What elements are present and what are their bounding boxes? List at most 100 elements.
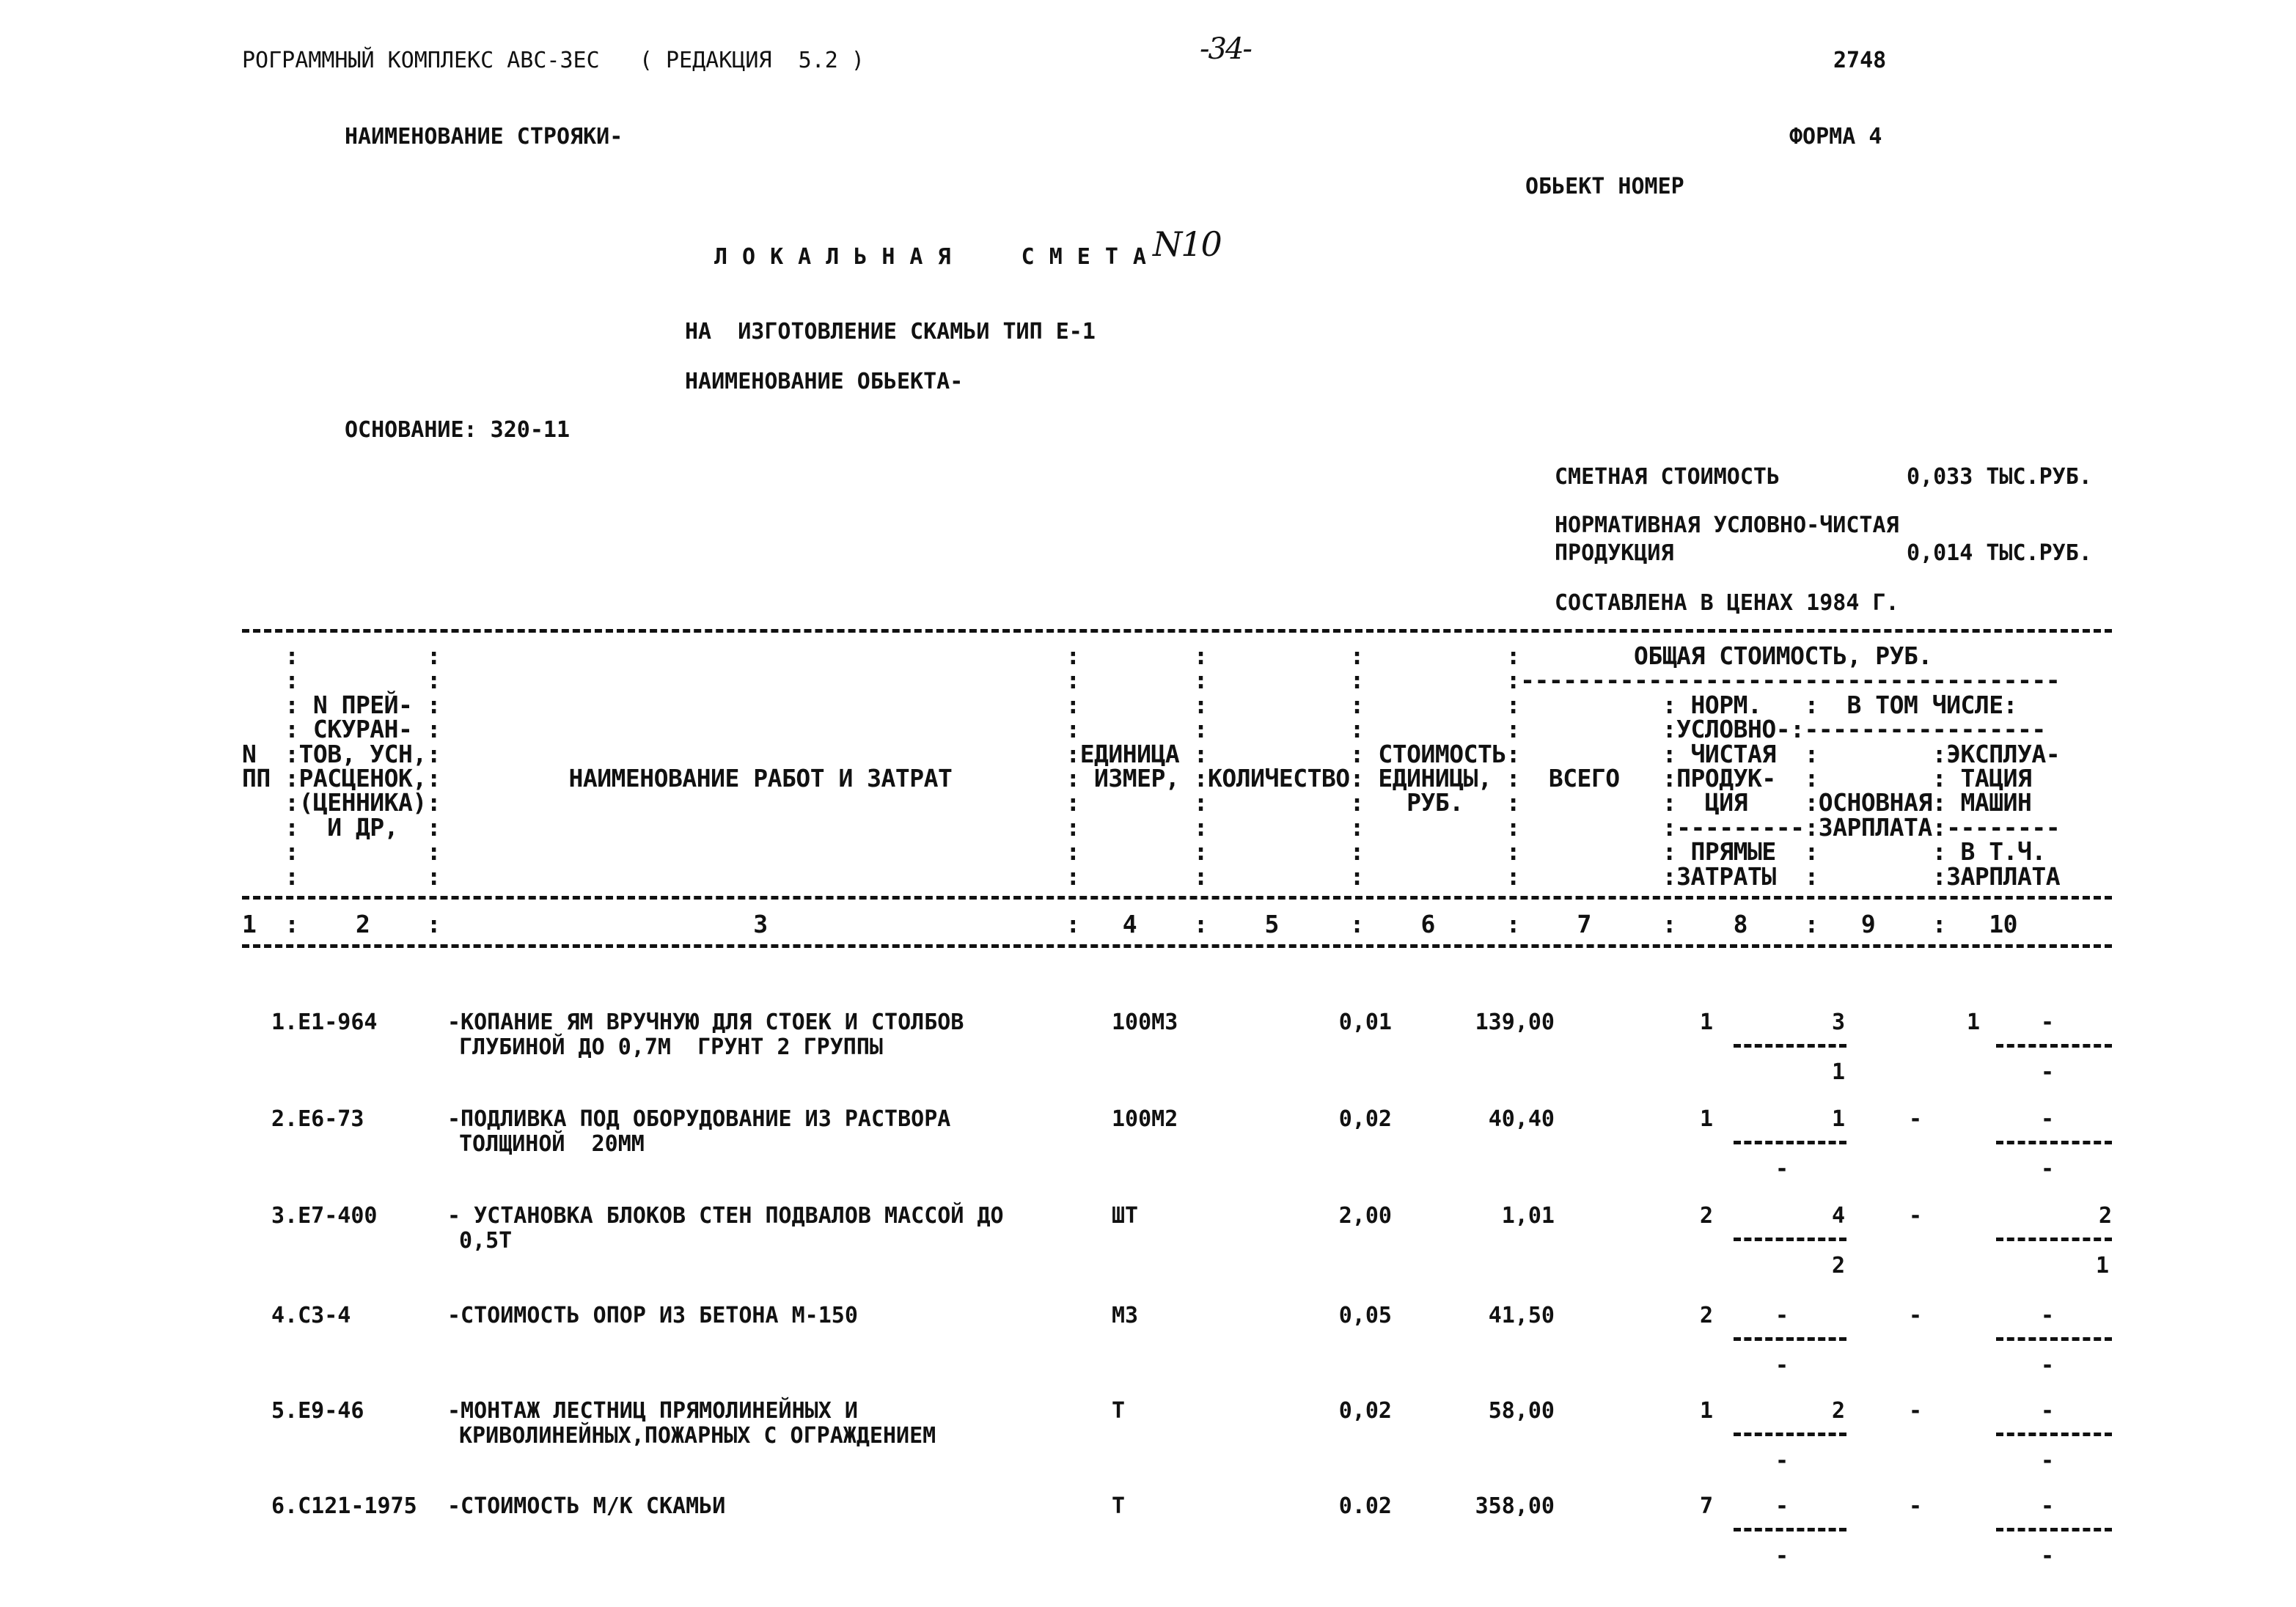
program-header: РОГРАММНЫЙ КОМПЛЕКС АВС-3ЕС ( РЕДАКЦИЯ 5…: [242, 48, 865, 73]
unit-price: 1,01: [1501, 1203, 1555, 1229]
unit: М3: [1112, 1303, 1139, 1328]
table-header-line: : : : : : : ОБЩАЯ СТОИМОСТЬ, РУБ.: [242, 641, 1932, 670]
machine-wage: -: [2041, 1156, 2055, 1182]
machine-cost: -: [2041, 1106, 2055, 1132]
total-cost: 1: [1699, 1106, 1713, 1132]
table-header-line: : : : : : :-----------------------------…: [242, 666, 2061, 695]
machine-wage: -: [2041, 1543, 2055, 1569]
quantity: 0,02: [1338, 1106, 1392, 1132]
base-wage: -: [1909, 1493, 1923, 1519]
work-name: - УСТАНОВКА БЛОКОВ СТЕН ПОДВАЛОВ МАССОЙ …: [447, 1203, 1004, 1229]
column-numbers: 1 : 2 : 3 : 4 : 5 : 6 : 7 : 8 : 9 : 10: [242, 910, 2017, 938]
machine-cost: 2: [2098, 1203, 2112, 1229]
col8-divider: [1734, 1528, 1846, 1531]
net-product-label-2: ПРОДУКЦИЯ: [1555, 540, 1674, 566]
total-cost: 2: [1699, 1203, 1713, 1229]
table-top-rule: [242, 629, 2112, 633]
total-cost: 7: [1699, 1493, 1713, 1519]
direct-costs: -: [1775, 1448, 1789, 1474]
net-product: 4: [1831, 1203, 1845, 1229]
col10-divider: [1996, 1044, 2112, 1048]
quantity: 0.02: [1338, 1493, 1392, 1519]
col8-divider: [1734, 1044, 1846, 1048]
basis: ОСНОВАНИЕ: 320-11: [345, 417, 571, 443]
net-product-label: НОРМАТИВНАЯ УСЛОВНО-ЧИСТАЯ: [1555, 512, 1899, 538]
unit: Т: [1112, 1493, 1126, 1519]
unit-price: 58,00: [1488, 1398, 1555, 1424]
quantity: 0,02: [1338, 1398, 1392, 1424]
object-name-label: НАИМЕНОВАНИЕ ОБЬЕКТА-: [685, 369, 964, 394]
work-name-cont: КРИВОЛИНЕЙНЫХ,ПОЖАРНЫХ С ОГРАЖДЕНИЕМ: [459, 1423, 936, 1449]
work-name: -СТОИМОСТЬ ОПОР ИЗ БЕТОНА М-150: [447, 1303, 858, 1328]
page-number: -34-: [1200, 32, 1252, 66]
direct-costs: -: [1775, 1543, 1789, 1569]
machine-cost: -: [2041, 1493, 2055, 1519]
base-wage: -: [1909, 1303, 1923, 1328]
work-name-cont: ТОЛЩИНОЙ 20ММ: [459, 1131, 645, 1157]
item-code: 3.Е7-400: [271, 1203, 378, 1229]
quantity: 0,05: [1338, 1303, 1392, 1328]
unit: 100М3: [1112, 1010, 1178, 1035]
unit-price: 358,00: [1475, 1493, 1555, 1519]
machine-wage: -: [2041, 1448, 2055, 1474]
item-code: 2.Е6-73: [271, 1106, 364, 1132]
net-product: 3: [1831, 1010, 1845, 1035]
column-numbers-rule: [242, 944, 2112, 948]
base-wage: 1: [1966, 1010, 1980, 1035]
net-product: 2: [1831, 1398, 1845, 1424]
header-bottom-rule: [242, 896, 2112, 900]
table-header-line: : СКУРАН- : : : : : :УСЛОВНО-:----------…: [242, 715, 2046, 744]
total-cost: 1: [1699, 1398, 1713, 1424]
object-number-label: ОБЬЕКТ НОМЕР: [1525, 174, 1684, 199]
document-title: ЛОКАЛЬНАЯ СМЕТА: [714, 244, 1161, 270]
unit: ШТ: [1112, 1203, 1139, 1229]
item-code: 1.Е1-964: [271, 1010, 378, 1035]
col8-divider: [1734, 1238, 1846, 1241]
net-product: -: [1775, 1303, 1789, 1328]
construction-name-label: НАИМЕНОВАНИЕ СТРОЯКИ-: [345, 124, 623, 150]
net-product: 1: [1831, 1106, 1845, 1132]
col8-divider: [1734, 1433, 1846, 1436]
work-name: -КОПАНИЕ ЯМ ВРУЧНУЮ ДЛЯ СТОЕК И СТОЛБОВ: [447, 1010, 964, 1035]
col10-divider: [1996, 1433, 2112, 1436]
machine-wage: 1: [2095, 1253, 2109, 1279]
subtitle: НА ИЗГОТОВЛЕНИЕ СКАМЬИ ТИП Е-1: [685, 319, 1096, 345]
direct-costs: 2: [1831, 1253, 1845, 1279]
total-cost: 1: [1699, 1010, 1713, 1035]
prices-note: СОСТАВЛЕНА В ЦЕНАХ 1984 Г.: [1555, 590, 1899, 616]
col10-divider: [1996, 1141, 2112, 1144]
document-number: 2748: [1833, 48, 1887, 73]
table-header-line: : И ДР, : : : : : :---------:ЗАРПЛАТА:--…: [242, 812, 2061, 842]
col10-divider: [1996, 1337, 2112, 1341]
item-code: 4.С3-4: [271, 1303, 351, 1328]
net-product: -: [1775, 1493, 1789, 1519]
machine-cost: -: [2041, 1010, 2055, 1035]
work-name: -СТОИМОСТЬ М/К СКАМЬИ: [447, 1493, 726, 1519]
table-header-line: : : : : : : : ПРЯМЫЕ : : В Т.Ч.: [242, 837, 2046, 867]
machine-cost: -: [2041, 1303, 2055, 1328]
machine-cost: -: [2041, 1398, 2055, 1424]
estimated-cost-value: 0,033 ТЫС.РУБ.: [1907, 464, 2092, 490]
base-wage: -: [1909, 1398, 1923, 1424]
unit-price: 40,40: [1488, 1106, 1555, 1132]
item-code: 5.Е9-46: [271, 1398, 364, 1424]
work-name: -МОНТАЖ ЛЕСТНИЦ ПРЯМОЛИНЕЙНЫХ И: [447, 1398, 858, 1424]
quantity: 2,00: [1338, 1203, 1392, 1229]
work-name-cont: ГЛУБИНОЙ ДО 0,7М ГРУНТ 2 ГРУППЫ: [459, 1034, 883, 1060]
base-wage: -: [1909, 1203, 1923, 1229]
quantity: 0,01: [1338, 1010, 1392, 1035]
table-header-line: N :ТОВ, УСН,: :ЕДИНИЦА : : СТОИМОСТЬ: : …: [242, 739, 2061, 768]
machine-wage: -: [2041, 1353, 2055, 1378]
unit-price: 139,00: [1475, 1010, 1555, 1035]
base-wage: -: [1909, 1106, 1923, 1132]
col8-divider: [1734, 1141, 1846, 1144]
unit: Т: [1112, 1398, 1126, 1424]
work-name-cont: 0,5Т: [459, 1228, 513, 1254]
table-header-line: : : : : : : :ЗАТРАТЫ : :ЗАРПЛАТА: [242, 861, 2061, 891]
item-code: 6.С121-1975: [271, 1493, 417, 1519]
table-header-line: :(ЦЕННИКА): : : : РУБ. : : ЦИЯ :ОСНОВНАЯ…: [242, 788, 2032, 817]
col10-divider: [1996, 1528, 2112, 1531]
table-header: : : : : : : ОБЩАЯ СТОИМОСТЬ, РУБ. : : : …: [242, 641, 2061, 891]
total-cost: 2: [1699, 1303, 1713, 1328]
